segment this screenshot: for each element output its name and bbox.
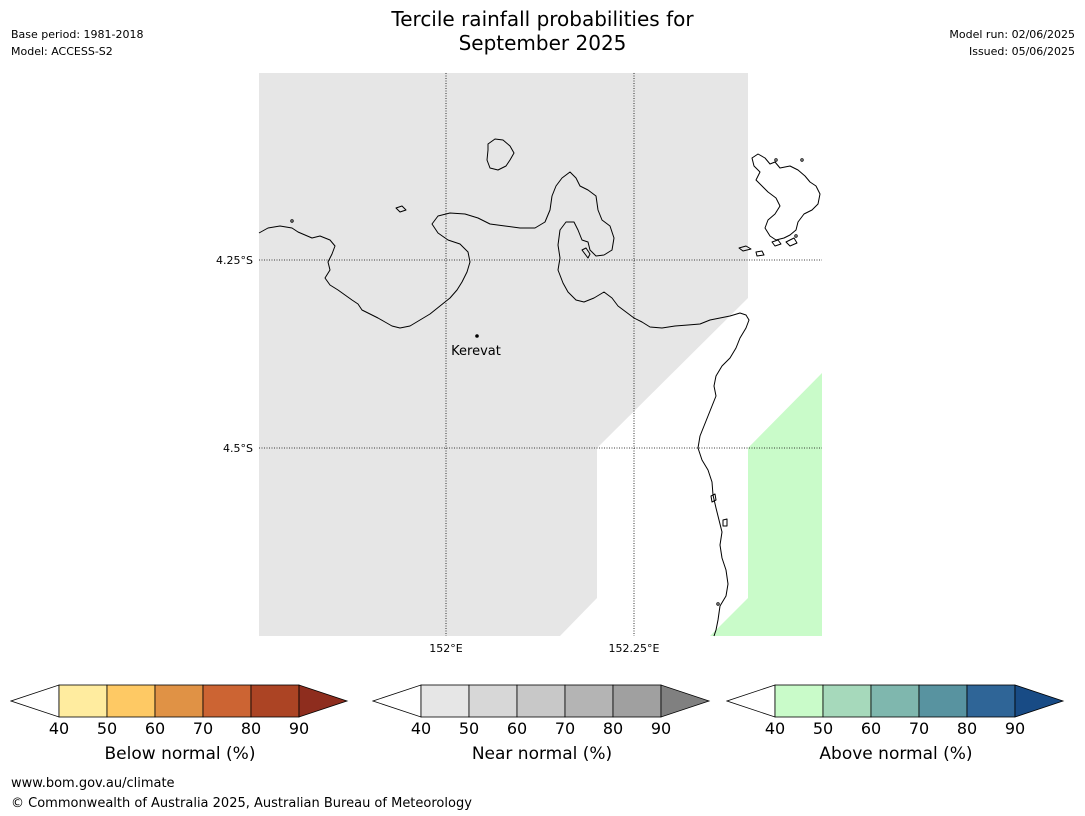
lat-label-4-5: 4.5°S [223, 442, 253, 455]
below-extend-low [10, 684, 60, 718]
above-tick-label: 90 [1004, 719, 1026, 738]
map-title: Tercile rainfall probabilities for Septe… [0, 7, 1085, 55]
near-swatch-70 [564, 684, 614, 718]
near-normal-colorbar: 40 50 60 70 80 90 Near normal (%) [372, 684, 712, 764]
coastline-islet-11 [794, 234, 798, 238]
above-tick-label: 40 [764, 719, 786, 738]
near-normal-label: Near normal (%) [471, 744, 613, 764]
footer: www.bom.gov.au/climate © Commonwealth of… [11, 774, 472, 814]
base-period-text: Base period: 1981-2018 [11, 28, 144, 41]
above-swatch-50 [822, 684, 872, 718]
title-line-1: Tercile rainfall probabilities for [391, 7, 694, 31]
issued-text: Issued: 05/06/2025 [968, 45, 1075, 58]
below-swatch-70 [202, 684, 252, 718]
coastline-islet-4 [771, 239, 782, 247]
above-normal-label: Above normal (%) [819, 744, 973, 764]
coastline-gazelle-peninsula [258, 171, 750, 637]
below-normal-colorbar-swatches [10, 684, 349, 718]
above-tick-label: 70 [908, 719, 930, 738]
coastline-islet-12 [716, 602, 720, 606]
kerevat-marker [475, 334, 479, 338]
kerevat-label: Kerevat [451, 344, 501, 359]
model-text: Model: ACCESS-S2 [11, 45, 113, 58]
above-swatch-80 [966, 684, 1016, 718]
coastline-islet-5 [785, 237, 798, 247]
above-swatch-40 [774, 684, 824, 718]
coastline-duke-of-york [486, 138, 515, 171]
near-extend-low [372, 684, 422, 718]
coastline-islet-1 [395, 205, 407, 213]
above-normal-region [710, 373, 822, 636]
above-normal-colorbar-ticks: 40 50 60 70 80 90 [726, 719, 1066, 739]
coastline-islet-2 [738, 245, 752, 252]
above-extend-high [1014, 684, 1065, 718]
below-swatch-80 [250, 684, 300, 718]
below-tick-label: 70 [192, 719, 214, 738]
lon-label-152-25: 152.25°E [609, 642, 660, 655]
near-swatch-40 [420, 684, 470, 718]
coastline-islet-9 [774, 158, 778, 162]
above-swatch-60 [870, 684, 920, 718]
footer-copyright: © Commonwealth of Australia 2025, Austra… [11, 796, 472, 811]
below-tick-label: 90 [288, 719, 310, 738]
near-swatch-80 [612, 684, 662, 718]
below-tick-label: 60 [144, 719, 166, 738]
near-swatch-50 [468, 684, 518, 718]
near-tick-label: 60 [506, 719, 528, 738]
below-normal-colorbar: 40 50 60 70 80 90 Below normal (%) [10, 684, 350, 764]
below-extend-high [298, 684, 349, 718]
near-normal-colorbar-ticks: 40 50 60 70 80 90 [372, 719, 712, 739]
coastline-new-ireland-tip [751, 153, 821, 241]
coastline-inner-bay [581, 247, 591, 259]
near-tick-label: 80 [602, 719, 624, 738]
above-tick-label: 60 [860, 719, 882, 738]
below-swatch-50 [106, 684, 156, 718]
below-normal-colorbar-ticks: 40 50 60 70 80 90 [10, 719, 350, 739]
below-tick-label: 40 [48, 719, 70, 738]
below-tick-label: 80 [240, 719, 262, 738]
above-normal-colorbar: 40 50 60 70 80 90 Above normal (%) [726, 684, 1066, 764]
meta-left: Base period: 1981-2018 Model: ACCESS-S2 [11, 26, 143, 60]
above-tick-label: 50 [812, 719, 834, 738]
coastline-islet-7 [722, 518, 728, 527]
footer-url: www.bom.gov.au/climate [11, 776, 175, 791]
near-normal-colorbar-swatches [372, 684, 711, 718]
title-line-2: September 2025 [458, 31, 627, 55]
near-tick-label: 50 [458, 719, 480, 738]
above-extend-low [726, 684, 776, 718]
below-tick-label: 50 [96, 719, 118, 738]
model-run-text: Model run: 02/06/2025 [949, 28, 1075, 41]
near-tick-label: 70 [554, 719, 576, 738]
near-tick-label: 90 [650, 719, 672, 738]
lon-label-152: 152°E [429, 642, 462, 655]
below-swatch-60 [154, 684, 204, 718]
above-normal-colorbar-swatches [726, 684, 1065, 718]
coastline-islet-10 [800, 158, 804, 162]
above-tick-label: 80 [956, 719, 978, 738]
lat-label-4-25: 4.25°S [216, 254, 253, 267]
above-swatch-70 [918, 684, 968, 718]
below-normal-label: Below normal (%) [104, 744, 256, 764]
coastline-islet-8 [290, 219, 294, 223]
coastlines [258, 138, 821, 637]
near-swatch-60 [516, 684, 566, 718]
near-normal-region [259, 73, 748, 636]
near-extend-high [660, 684, 711, 718]
coastline-islet-6 [710, 493, 717, 503]
coastline-islet-3 [755, 250, 765, 257]
below-swatch-40 [58, 684, 108, 718]
meta-right: Model run: 02/06/2025 Issued: 05/06/2025 [949, 26, 1075, 60]
near-tick-label: 40 [410, 719, 432, 738]
